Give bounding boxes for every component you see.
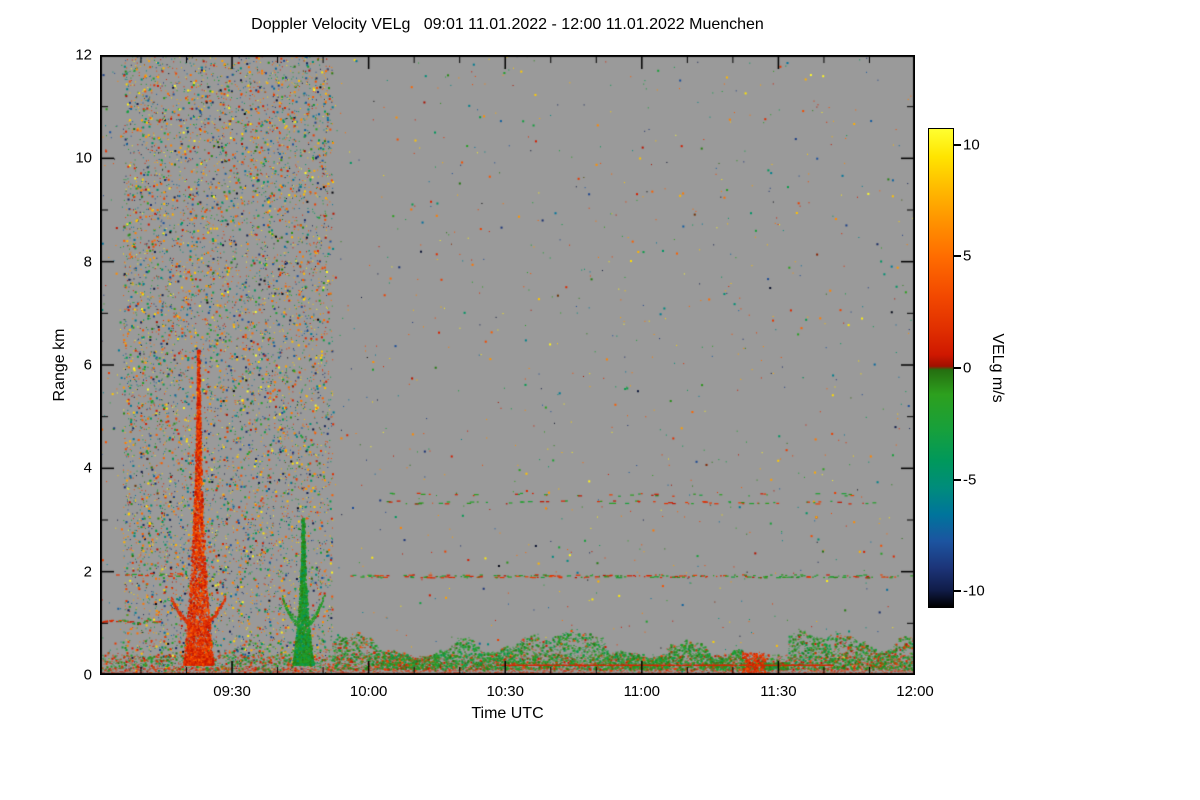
colorbar-tick-label: 0 [963, 359, 972, 377]
colorbar-label: VELg m/s [989, 333, 1006, 403]
x-tick-label: 09:30 [213, 683, 251, 700]
x-tick-label: 10:00 [349, 683, 388, 700]
colorbar-tick-label: 10 [963, 136, 980, 154]
colorbar-tick-label: -10 [963, 582, 985, 600]
x-tick-label: 11:00 [623, 683, 661, 700]
y-axis-label: Range km [51, 328, 68, 402]
colorbar-tick [954, 255, 961, 258]
x-tick-label: 10:30 [486, 683, 524, 700]
x-tick-label: 12:00 [896, 683, 934, 700]
x-tick-label: 11:30 [760, 683, 797, 700]
colorbar-tick [954, 590, 961, 593]
x-axis-label: Time UTC [471, 705, 544, 722]
colorbar-tick [954, 143, 961, 146]
colorbar-tick [954, 478, 961, 481]
colorbar-gradient [928, 128, 954, 608]
colorbar-tick-label: 5 [963, 247, 972, 265]
y-tick-label: 6 [83, 356, 92, 374]
y-tick-label: 4 [83, 459, 92, 477]
y-tick-label: 2 [83, 563, 92, 581]
heatmap-canvas [100, 55, 915, 675]
colorbar-tick-label: -5 [963, 471, 977, 489]
y-tick-label: 10 [75, 149, 92, 167]
y-tick-label: 0 [83, 666, 92, 684]
y-tick-label: 8 [83, 253, 92, 271]
y-tick-label: 12 [75, 46, 92, 64]
colorbar-tick [954, 367, 961, 369]
chart-title: Doppler Velocity VELg 09:01 11.01.2022 -… [251, 16, 764, 33]
